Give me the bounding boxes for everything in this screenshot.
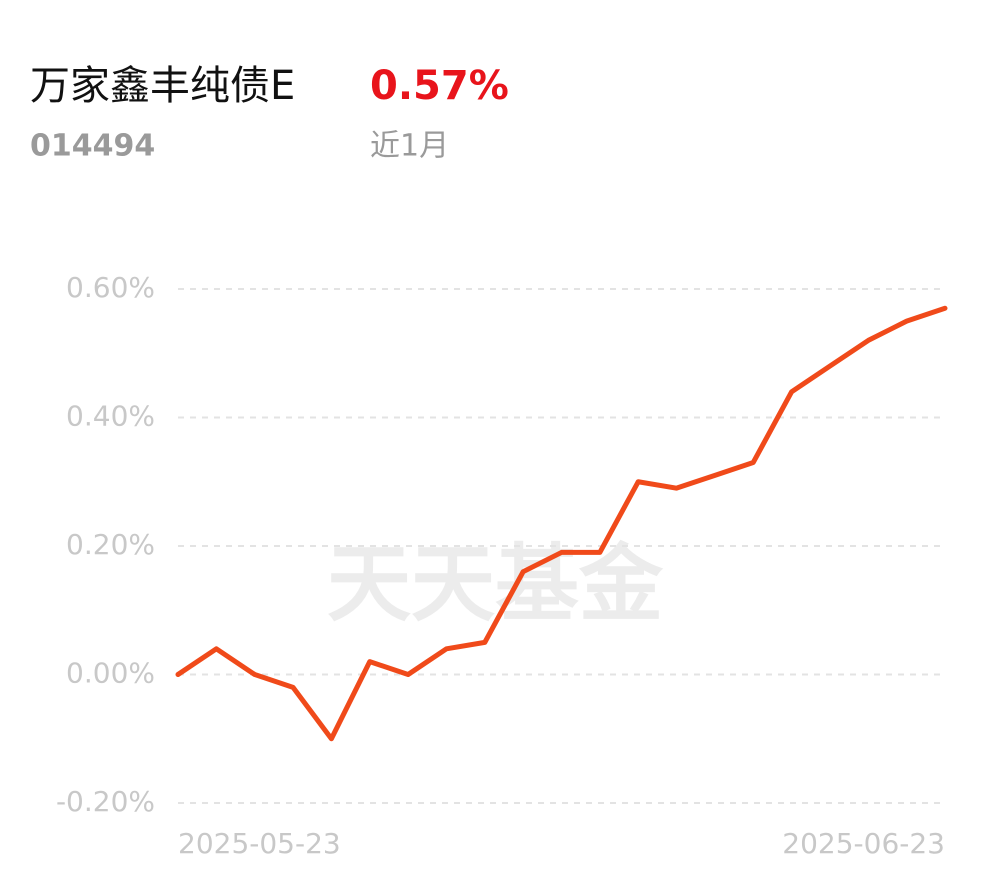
line-series <box>175 305 948 742</box>
x-tick-label: 2025-05-23 <box>178 827 341 860</box>
fund-name: 万家鑫丰纯债E <box>30 63 295 109</box>
return-value: 0.57% <box>370 63 509 109</box>
y-tick-label: -0.20% <box>56 785 155 818</box>
x-tick-label: 2025-06-23 <box>782 827 945 860</box>
period: 近1月 <box>370 129 449 164</box>
y-tick-label: 0.00% <box>66 657 155 690</box>
y-tick-label: 0.60% <box>66 271 155 304</box>
watermark: 天天基金 <box>327 535 664 633</box>
fund-code: 014494 <box>30 129 155 164</box>
y-tick-label: 0.20% <box>66 528 155 561</box>
y-tick-label: 0.40% <box>66 400 155 433</box>
